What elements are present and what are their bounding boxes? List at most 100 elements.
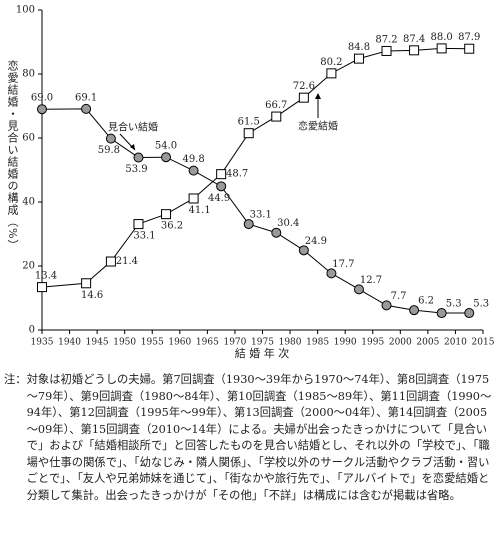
- data-label: 72.6: [293, 81, 315, 92]
- y-tick-label: 60: [22, 133, 35, 144]
- marker: [298, 245, 309, 256]
- data-label: 87.4: [403, 34, 425, 45]
- marker: [436, 308, 447, 319]
- data-label: 44.9: [208, 193, 230, 204]
- marker: [161, 152, 172, 163]
- marker: [381, 45, 392, 56]
- marker: [133, 152, 144, 163]
- marker: [105, 256, 116, 267]
- data-label: 36.2: [161, 221, 183, 232]
- data-label: 49.8: [182, 154, 204, 165]
- data-label: 12.7: [360, 275, 382, 286]
- marker: [105, 133, 116, 144]
- marker: [464, 308, 475, 319]
- data-label: 13.4: [35, 271, 57, 282]
- data-label: 59.8: [98, 145, 120, 156]
- marker: [188, 193, 199, 204]
- data-label: 69.1: [75, 92, 97, 103]
- data-label: 53.9: [125, 164, 147, 175]
- x-tick-label: 2000: [389, 338, 412, 348]
- data-label: 33.1: [250, 210, 272, 221]
- note-label: 注：: [4, 373, 27, 386]
- marker: [161, 209, 172, 220]
- chart: 恋愛結婚・見合い結婚の構成（%） 結 婚 年 次 0 20 40 60 80 100 193…: [6, 5, 495, 361]
- marker: [37, 104, 47, 115]
- data-label: 69.0: [31, 93, 53, 104]
- x-tick-label: 1955: [141, 338, 164, 348]
- y-tick-label: 20: [22, 261, 35, 272]
- note: 注： 対象は初婚どうしの夫婦。第7回調査（1930～39年から1970～74年）…: [4, 372, 494, 504]
- data-label: 6.2: [418, 296, 434, 307]
- marker: [216, 181, 227, 192]
- marker: [409, 45, 420, 56]
- x-tick-label: 1995: [361, 338, 384, 348]
- marker: [381, 300, 392, 311]
- marker: [409, 305, 420, 316]
- data-label: 24.9: [305, 236, 327, 247]
- y-tick-label: 0: [29, 325, 35, 336]
- data-label: 33.1: [133, 231, 155, 242]
- marker: [133, 219, 144, 230]
- marker: [298, 92, 309, 103]
- data-label: 80.2: [320, 57, 342, 68]
- marker: [81, 278, 92, 289]
- data-label: 48.7: [226, 169, 248, 180]
- marker: [243, 128, 254, 139]
- series-annotation: 恋愛結婚: [298, 120, 338, 133]
- x-tick-label: 1970: [223, 338, 246, 348]
- series-line: [41, 47, 470, 288]
- data-label: 54.0: [155, 141, 177, 152]
- data-label: 21.4: [116, 256, 138, 267]
- data-label: 5.3: [446, 299, 462, 310]
- data-label: 66.7: [265, 100, 287, 111]
- marker: [326, 68, 337, 79]
- data-label: 87.9: [458, 32, 480, 43]
- x-tick-label: 1935: [31, 338, 54, 348]
- y-axis-label: 恋愛結婚・見合い結婚の構成（%）: [6, 59, 19, 252]
- marker: [436, 43, 447, 54]
- x-tick-label: 1975: [251, 338, 274, 348]
- x-tick-label: 2005: [416, 338, 439, 348]
- marker: [353, 53, 364, 64]
- marker: [271, 111, 282, 122]
- marker: [243, 219, 254, 230]
- annotation-arrowhead: [315, 93, 321, 99]
- series-annotation: 見合い結婚: [108, 121, 158, 134]
- x-tick-label: 1980: [279, 338, 302, 348]
- data-label: 14.6: [81, 290, 103, 301]
- series-line: [41, 108, 470, 314]
- x-tick-label: 1950: [113, 338, 136, 348]
- marker: [271, 227, 282, 238]
- x-tick-label: 2015: [472, 338, 495, 348]
- marker: [353, 284, 364, 295]
- data-label: 41.1: [188, 205, 210, 216]
- data-label: 61.5: [238, 117, 260, 128]
- marker: [464, 43, 475, 54]
- note-text: 対象は初婚どうしの夫婦。第7回調査（1930～39年から1970～74年）、第8…: [26, 373, 492, 502]
- data-label: 5.3: [473, 299, 489, 310]
- data-label: 84.8: [348, 42, 370, 53]
- marker: [326, 268, 337, 279]
- data-label: 7.7: [391, 291, 407, 302]
- data-label: 88.0: [431, 32, 453, 43]
- data-label: 30.4: [277, 218, 299, 229]
- marker: [216, 169, 227, 180]
- x-tick-label: 1960: [168, 338, 191, 348]
- y-tick-label: 40: [22, 197, 35, 208]
- annotation-arrowhead: [130, 144, 135, 150]
- data-label: 17.7: [332, 259, 354, 270]
- y-tick-label: 100: [16, 5, 35, 16]
- x-axis-label: 結 婚 年 次: [235, 346, 290, 360]
- x-tick-label: 1985: [306, 338, 329, 348]
- x-tick-label: 1965: [196, 338, 219, 348]
- x-tick-label: 1990: [334, 338, 357, 348]
- y-tick-label: 80: [22, 69, 35, 80]
- data-label: 87.2: [375, 34, 397, 45]
- x-tick-label: 1940: [58, 338, 81, 348]
- x-tick-label: 1945: [86, 338, 109, 348]
- marker: [81, 103, 92, 114]
- x-tick-label: 2010: [444, 338, 467, 348]
- marker: [188, 165, 199, 176]
- marker: [37, 282, 47, 293]
